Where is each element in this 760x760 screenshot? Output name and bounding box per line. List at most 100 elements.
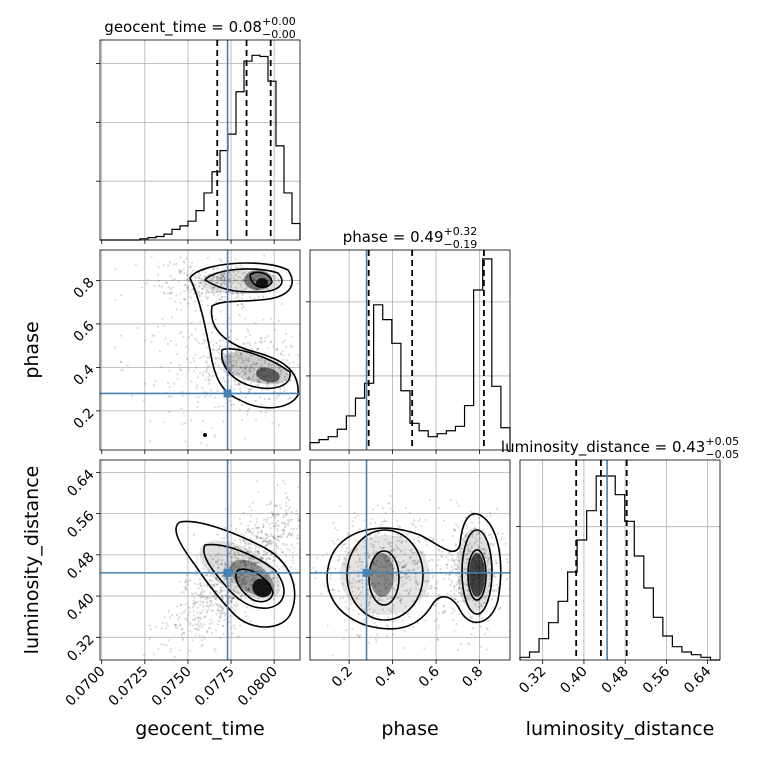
sample-point — [291, 345, 294, 349]
sample-point — [247, 542, 250, 545]
sample-point — [197, 583, 200, 586]
sample-point — [166, 624, 169, 627]
sample-point — [214, 582, 218, 586]
sample-point — [417, 519, 420, 523]
sample-point — [243, 370, 246, 374]
sample-point — [272, 525, 276, 528]
sample-point — [256, 378, 260, 381]
sample-point — [202, 338, 205, 341]
sample-point — [192, 533, 195, 537]
sample-point — [275, 552, 278, 555]
sample-point — [256, 380, 259, 383]
sample-point — [276, 538, 279, 542]
sample-point — [242, 574, 245, 577]
sample-point — [169, 274, 172, 278]
sample-point — [262, 539, 266, 543]
sample-point — [250, 566, 253, 569]
title-main: geocent_time = 0.08 — [104, 18, 262, 37]
sample-point — [152, 383, 156, 387]
sample-point — [433, 620, 436, 623]
sample-point — [274, 348, 277, 351]
sample-point — [220, 299, 223, 302]
sample-point — [218, 545, 221, 548]
sample-point — [336, 538, 339, 541]
sample-point — [200, 639, 203, 642]
sample-point — [250, 364, 253, 367]
sample-point — [204, 283, 208, 286]
sample-point — [206, 602, 209, 605]
sample-point — [259, 336, 263, 340]
sample-point — [452, 559, 455, 562]
sample-point — [333, 567, 337, 570]
sample-point — [468, 616, 472, 619]
sample-point — [178, 368, 182, 371]
sample-point — [256, 560, 259, 564]
sample-point — [413, 519, 416, 522]
sample-point — [265, 558, 268, 561]
sample-point — [131, 394, 134, 397]
sample-point — [262, 525, 265, 528]
sample-point — [228, 336, 231, 339]
sample-point — [215, 579, 218, 582]
sample-point — [250, 509, 253, 512]
sample-point — [284, 482, 287, 485]
sample-point — [199, 281, 202, 284]
sample-point — [228, 597, 231, 600]
sample-point — [456, 648, 460, 652]
sample-point — [235, 360, 238, 363]
sample-point — [278, 367, 281, 370]
sample-point — [248, 557, 252, 560]
sample-point — [199, 371, 202, 375]
sample-point — [256, 479, 259, 483]
sample-point — [189, 265, 192, 268]
sample-point — [273, 536, 276, 539]
sample-point — [270, 317, 273, 320]
sample-point — [196, 376, 200, 379]
sample-point — [186, 583, 189, 586]
sample-point — [219, 292, 222, 295]
sample-point — [193, 596, 196, 599]
sample-point — [243, 561, 246, 564]
sample-point — [257, 289, 261, 292]
sample-point — [224, 564, 228, 567]
sample-point — [243, 580, 247, 583]
sample-point — [455, 589, 459, 592]
sample-point — [274, 384, 277, 387]
title-minus: −0.00 — [262, 28, 296, 41]
sample-point — [283, 543, 286, 546]
sample-point — [254, 378, 257, 381]
sample-point — [296, 486, 300, 489]
sample-point — [258, 340, 262, 343]
x-tick-label-phase: 0.8 — [459, 664, 486, 691]
sample-point — [453, 589, 456, 592]
sample-point — [270, 569, 274, 573]
sample-point — [212, 267, 215, 270]
sample-point — [242, 511, 245, 515]
sample-point — [223, 360, 226, 363]
contour-outer — [189, 262, 299, 409]
sample-point — [233, 589, 236, 592]
y-tick-label-phase: 0.2 — [71, 405, 98, 432]
sample-point — [253, 544, 256, 547]
title-plus: +0.32 — [444, 225, 478, 238]
sample-point — [246, 528, 250, 531]
sample-point — [232, 355, 235, 359]
sample-point — [206, 356, 209, 359]
sample-point — [237, 293, 240, 297]
sample-point — [213, 396, 217, 399]
sample-point — [223, 278, 227, 281]
sample-point — [266, 382, 270, 385]
sample-point — [218, 344, 221, 348]
sample-point — [183, 422, 187, 425]
sample-point — [443, 519, 446, 522]
sample-point — [234, 274, 237, 277]
sample-point — [213, 434, 217, 437]
sample-point — [444, 610, 447, 613]
sample-point — [479, 625, 482, 628]
sample-point — [251, 546, 254, 550]
sample-point — [211, 375, 214, 378]
sample-point — [228, 600, 232, 603]
sample-point — [255, 418, 258, 421]
sample-point — [265, 537, 268, 540]
sample-point — [184, 609, 187, 612]
